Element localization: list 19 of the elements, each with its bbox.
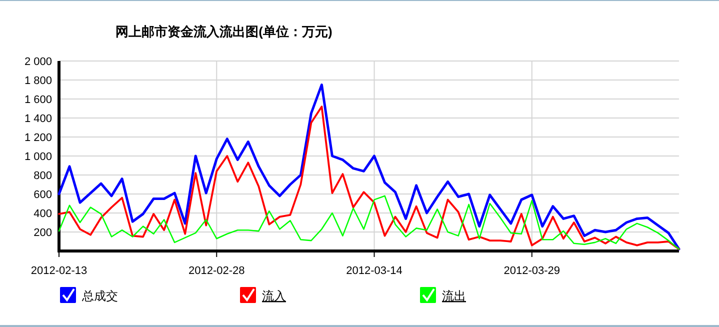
y-tick-label: 1 400 xyxy=(24,113,52,125)
y-tick-label: 400 xyxy=(34,208,52,220)
x-tick-label: 2012-03-14 xyxy=(346,265,402,277)
y-tick-label: 1 200 xyxy=(24,132,52,144)
chart-title: 网上邮市资金流入流出图(单位：万元) xyxy=(116,24,332,39)
x-tick-label: 2012-02-13 xyxy=(30,265,88,277)
y-tick-label: 600 xyxy=(34,189,52,201)
x-tick-label: 2012-03-29 xyxy=(504,265,560,277)
y-tick-label: 200 xyxy=(34,227,52,239)
legend-label: 流出 xyxy=(442,289,466,303)
legend-label: 总成交 xyxy=(81,289,118,303)
y-tick-label: 1 800 xyxy=(24,75,52,87)
line-series xyxy=(58,195,680,250)
x-tick-label: 2012-02-28 xyxy=(188,265,245,277)
y-tick-label: 800 xyxy=(34,170,52,182)
legend-label: 流入 xyxy=(262,289,286,303)
y-tick-label: 1 600 xyxy=(24,94,52,106)
y-tick-label: 2 000 xyxy=(24,56,52,68)
y-tick-label: 1 000 xyxy=(24,151,52,163)
